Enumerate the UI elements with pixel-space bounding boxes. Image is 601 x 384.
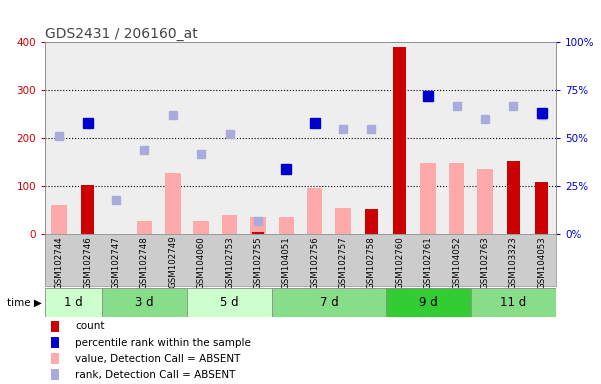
Bar <box>52 205 67 234</box>
Text: GSM102756: GSM102756 <box>310 236 319 288</box>
Text: rank, Detection Call = ABSENT: rank, Detection Call = ABSENT <box>75 370 236 380</box>
Text: GSM102763: GSM102763 <box>480 236 489 288</box>
Text: GSM102746: GSM102746 <box>83 236 92 288</box>
Text: GSM102761: GSM102761 <box>424 236 433 288</box>
Bar <box>278 217 294 234</box>
Text: value, Detection Call = ABSENT: value, Detection Call = ABSENT <box>75 354 240 364</box>
Bar <box>507 161 520 234</box>
Bar <box>335 208 351 234</box>
Bar <box>471 288 556 317</box>
Text: time ▶: time ▶ <box>7 297 42 308</box>
Bar <box>272 288 386 317</box>
Text: percentile rank within the sample: percentile rank within the sample <box>75 338 251 348</box>
Text: GSM102747: GSM102747 <box>112 236 121 288</box>
Text: GSM102755: GSM102755 <box>254 236 263 288</box>
Text: GSM102758: GSM102758 <box>367 236 376 288</box>
Bar <box>194 221 209 234</box>
Bar <box>222 215 237 234</box>
Bar <box>45 288 102 317</box>
Text: GSM103323: GSM103323 <box>509 236 518 288</box>
Bar <box>421 163 436 234</box>
Bar <box>187 288 272 317</box>
Bar <box>307 188 323 234</box>
Text: GSM102760: GSM102760 <box>395 236 404 288</box>
Bar <box>81 185 94 234</box>
Text: 5 d: 5 d <box>220 296 239 309</box>
Bar <box>449 163 465 234</box>
Bar <box>535 182 548 234</box>
Text: 7 d: 7 d <box>320 296 338 309</box>
Bar <box>165 173 180 234</box>
Text: GSM102744: GSM102744 <box>55 236 64 288</box>
Bar <box>386 288 471 317</box>
Bar <box>250 217 266 234</box>
Text: 3 d: 3 d <box>135 296 154 309</box>
Text: GSM104051: GSM104051 <box>282 236 291 288</box>
Text: GSM104053: GSM104053 <box>537 236 546 288</box>
Text: count: count <box>75 321 105 331</box>
Text: GSM102753: GSM102753 <box>225 236 234 288</box>
Bar <box>252 232 264 234</box>
Text: GSM102749: GSM102749 <box>168 236 177 288</box>
Bar <box>102 288 187 317</box>
Text: 1 d: 1 d <box>64 296 83 309</box>
Text: 9 d: 9 d <box>419 296 438 309</box>
Bar <box>136 221 152 234</box>
Bar <box>365 209 378 234</box>
Text: GSM102757: GSM102757 <box>338 236 347 288</box>
Text: GSM102748: GSM102748 <box>140 236 149 288</box>
Text: 11 d: 11 d <box>500 296 526 309</box>
Bar <box>477 169 493 234</box>
Bar <box>394 47 406 234</box>
Text: GSM104060: GSM104060 <box>197 236 206 288</box>
Text: GSM104052: GSM104052 <box>452 236 461 288</box>
Text: GDS2431 / 206160_at: GDS2431 / 206160_at <box>45 27 198 41</box>
